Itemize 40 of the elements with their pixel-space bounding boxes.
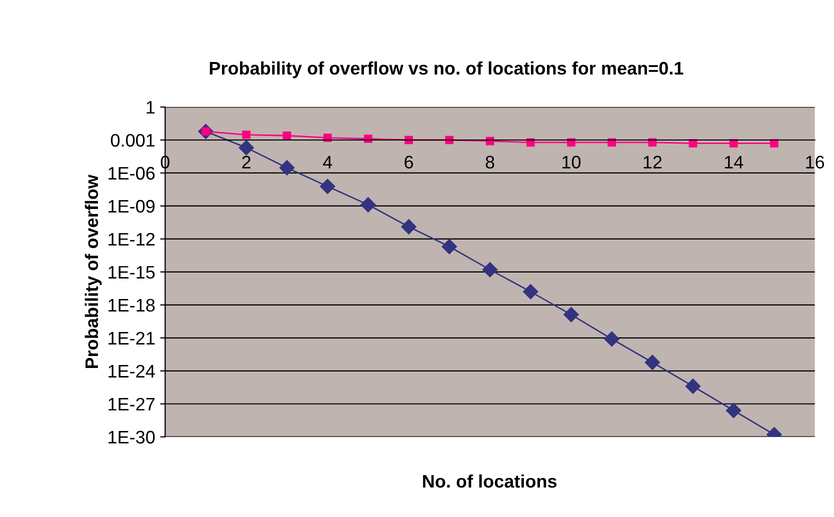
x-tick-label: 2: [242, 156, 250, 168]
point: [644, 354, 660, 370]
point: [238, 140, 254, 156]
x-tick-label: 6: [404, 156, 413, 169]
y-tick-label: 1E-12: [108, 232, 155, 246]
point: [523, 284, 538, 300]
y-tick-label: 1E-06: [108, 166, 155, 180]
x-tick-label: 14: [724, 156, 744, 168]
y-tick-label: 1E-18: [108, 298, 155, 312]
x-tick-label: 4: [322, 156, 332, 168]
x-tick-label: 16: [806, 156, 824, 169]
y-tick-label: 1E-27: [108, 398, 155, 410]
point: [320, 178, 336, 194]
y-tick-label: 1E-09: [108, 200, 155, 213]
point: [726, 402, 742, 418]
point: [279, 160, 295, 176]
point: [282, 131, 292, 140]
point: [729, 139, 738, 148]
x-tick-label: 10: [562, 156, 581, 169]
x-tick-label: 8: [486, 156, 494, 169]
y-axis-title: Probability of overflow: [84, 174, 102, 368]
point: [360, 197, 376, 212]
y-tick-label: 1E-21: [108, 332, 155, 344]
point: [482, 262, 498, 278]
chart-title: Probability of overflow vs no. of locations for mean=0.1: [210, 61, 684, 78]
y-tick-label: 0.001: [110, 134, 155, 147]
point: [604, 331, 620, 347]
point: [364, 134, 372, 143]
point: [685, 378, 701, 394]
point: [442, 239, 457, 254]
y-tick-label: 1E-24: [108, 364, 155, 378]
x-tick-label: 12: [644, 156, 662, 168]
point: [242, 130, 251, 139]
y-tick-label: 1E-30: [108, 430, 155, 444]
y-tick-label: 1: [146, 101, 155, 114]
x-axis-title: No. of locations: [423, 474, 557, 488]
point: [770, 139, 778, 148]
point: [401, 219, 416, 234]
y-tick-label: 1E-15: [108, 266, 155, 279]
point: [564, 307, 579, 322]
